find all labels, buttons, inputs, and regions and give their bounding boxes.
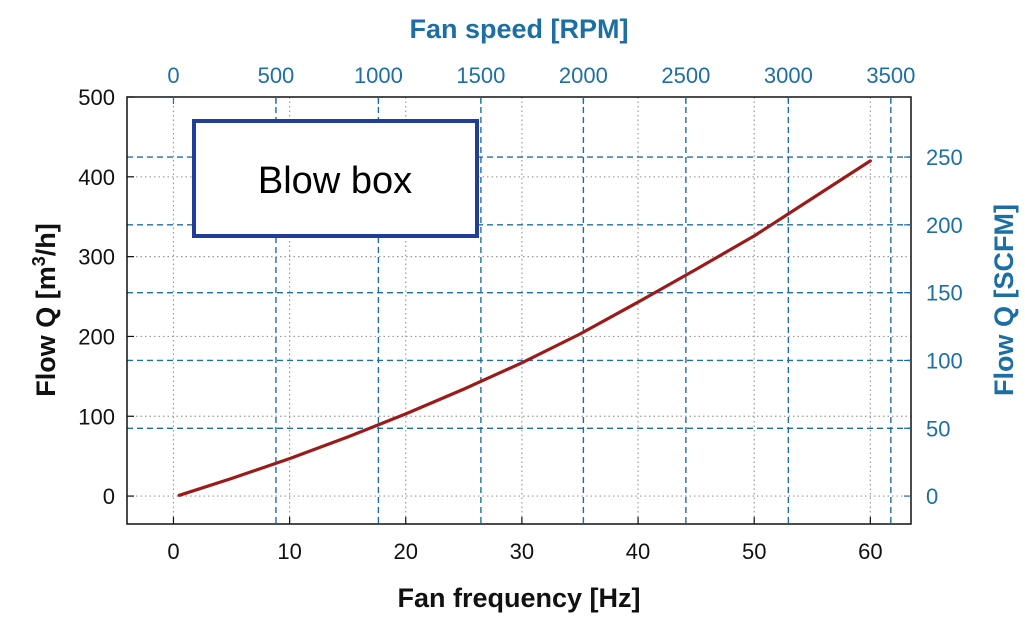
y-left-axis-title-sup: 3 [29,256,49,266]
series-point [694,267,698,271]
tick-label-x-top: 1500 [456,63,505,88]
legend-box: Blow box [192,119,479,238]
tick-label-x-top: 1000 [354,63,403,88]
tick-label-x-top: 2000 [559,63,608,88]
series-point [810,196,814,200]
grid [127,97,911,524]
plot-frame [126,96,912,525]
tick-label-x-bottom: 0 [167,539,179,564]
tick-label-y-left: 100 [78,404,115,429]
series-point [520,361,524,365]
tick-label-y-left: 300 [78,245,115,270]
tick-label-y-left: 200 [78,324,115,349]
y-left-axis-title-suffix: /h] [31,223,61,256]
x-top-axis-title: Fan speed [RPM] [409,14,628,44]
tick-label-x-top: 3000 [764,63,813,88]
tick-label-y-right: 200 [926,213,963,238]
series-point [868,159,872,163]
tick-label-y-left: 0 [103,484,115,509]
legend-box-label: Blow box [258,160,412,202]
legend-box-frame [192,119,479,238]
series-point [346,435,350,439]
series-point [404,412,408,416]
series-point [752,234,756,238]
tick-label-x-top: 0 [167,63,179,88]
tick-label-x-top: 2500 [661,63,710,88]
tick-label-x-bottom: 20 [394,539,418,564]
series-point [636,300,640,304]
tick-label-y-left: 500 [78,85,115,110]
x-bottom-axis-title: Fan frequency [Hz] [397,583,640,613]
y-right-axis-title: Flow Q [SCFM] [989,204,1019,396]
tick-label-x-top: 3500 [866,63,915,88]
tick-label-y-right: 50 [926,416,950,441]
y-left-axis-title-prefix: Flow Q [m [31,266,61,397]
tick-label-x-top: 500 [258,63,295,88]
tick-label-y-right: 150 [926,281,963,306]
series-point [462,387,466,391]
tick-label-x-bottom: 60 [858,539,882,564]
series-point [230,477,233,480]
tick-label-y-right: 250 [926,145,963,170]
flow-curve [177,159,872,497]
tick-label-x-bottom: 10 [277,539,301,564]
series-point [177,493,181,497]
tick-label-x-bottom: 50 [742,539,766,564]
tick-label-x-bottom: 40 [626,539,650,564]
tick-label-y-right: 100 [926,348,963,373]
tick-label-y-left: 400 [78,165,115,190]
series-point [288,457,292,460]
series-point [578,332,582,336]
tick-label-y-right: 0 [926,484,938,509]
y-left-axis-title: Flow Q [m3/h] [29,223,61,397]
tick-label-x-bottom: 30 [510,539,534,564]
